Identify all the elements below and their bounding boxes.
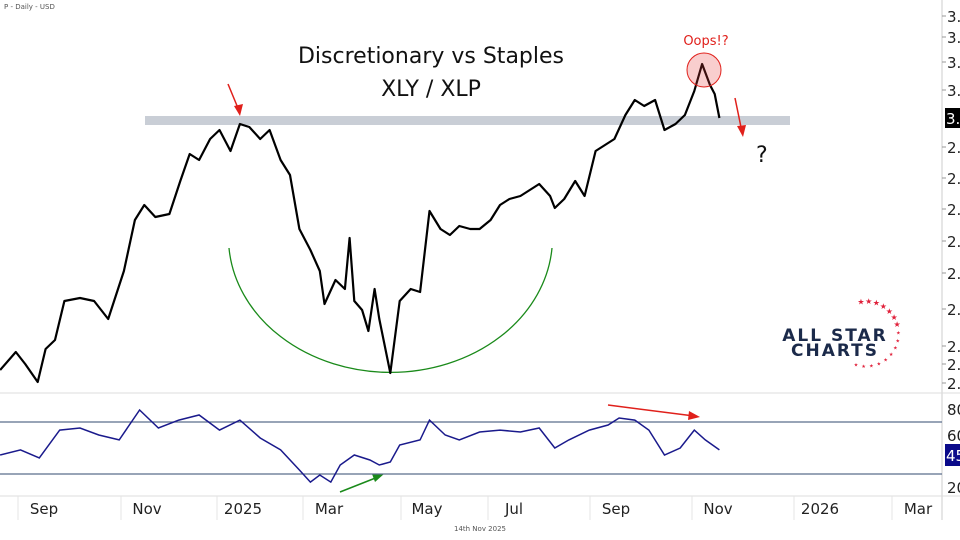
price-tick-label: 2. xyxy=(947,265,960,283)
price-tick-label: 2. xyxy=(947,301,960,319)
logo-star-icon: ★ xyxy=(857,297,864,306)
price-tick-label: 2. xyxy=(947,338,960,356)
arrow-rsi-green-icon xyxy=(339,474,384,493)
logo-star-icon: ★ xyxy=(883,357,888,363)
price-tick-label: 3. xyxy=(947,29,960,47)
price-tick-label: 2. xyxy=(947,356,960,374)
resistance-band xyxy=(145,116,790,125)
last-price-label: 3. xyxy=(946,110,960,128)
cursor-date-label: 14th Nov 2025 xyxy=(454,525,506,533)
logo-line1: ALL STAR xyxy=(782,326,888,346)
arrow-down-top-icon xyxy=(227,83,243,116)
question-mark: ? xyxy=(756,143,768,168)
rsi-tick-label: 60 xyxy=(947,427,960,445)
logo-star-icon: ★ xyxy=(873,299,880,308)
time-tick-label: Sep xyxy=(30,500,58,518)
logo-star-icon: ★ xyxy=(877,361,882,367)
chart-subtitle: XLY / XLP xyxy=(381,77,481,102)
price-line xyxy=(0,62,721,384)
price-tick-label: 3. xyxy=(947,82,960,100)
time-tick-label: Nov xyxy=(703,500,732,518)
price-tick-label: 3. xyxy=(947,54,960,72)
time-tick-label: May xyxy=(411,500,442,518)
time-tick-label: Jul xyxy=(504,500,523,518)
time-tick-label: 2026 xyxy=(801,500,839,518)
time-tick-label: Nov xyxy=(132,500,161,518)
rsi-tick-label: 20 xyxy=(947,479,960,497)
logo-star-icon: ★ xyxy=(896,331,901,337)
rsi-tick-label: 80 xyxy=(947,401,960,419)
highlight-circle xyxy=(686,52,722,88)
time-axis-separators xyxy=(17,496,893,520)
price-tick-label: 2. xyxy=(947,375,960,393)
arrow-divergence-icon xyxy=(607,404,700,420)
logo-star-icon: ★ xyxy=(893,346,898,352)
logo-line2: CHARTS xyxy=(791,341,879,361)
rounding-bottom-arc xyxy=(228,247,553,374)
chart-title: Discretionary vs Staples xyxy=(298,44,564,69)
time-tick-label: Sep xyxy=(602,500,630,518)
rsi-line xyxy=(0,408,720,484)
oops-label: Oops!? xyxy=(683,34,728,49)
last-price-marker xyxy=(945,108,960,128)
price-tick-label: 2. xyxy=(947,233,960,251)
last-rsi-marker xyxy=(945,444,960,466)
logo-star-icon: ★ xyxy=(869,364,874,370)
symbol-info: P - Daily - USD xyxy=(4,3,55,11)
arrow-down-breakdown-icon xyxy=(734,97,746,137)
time-tick-label: Mar xyxy=(315,500,344,518)
price-tick-label: 3. xyxy=(947,8,960,26)
logo-star-icon: ★ xyxy=(886,307,893,316)
logo-star-icon: ★ xyxy=(880,302,887,311)
logo-star-icon: ★ xyxy=(865,297,872,306)
price-tick-label: 2. xyxy=(947,139,960,157)
logo-star-icon: ★ xyxy=(894,320,901,329)
logo-star-icon: ★ xyxy=(861,364,866,370)
logo-star-icon: ★ xyxy=(890,313,897,322)
last-rsi-label: 45 xyxy=(946,447,960,465)
logo-star-icon: ★ xyxy=(889,352,894,358)
all-star-charts-logo: ★ ★ ★ ★★★★★★★★★★★★★ ALL STAR CHARTS xyxy=(782,297,901,370)
logo-star-icon: ★ xyxy=(854,362,859,368)
price-tick-label: 2. xyxy=(947,170,960,188)
logo-star-icon: ★ xyxy=(896,338,901,344)
time-tick-label: Mar xyxy=(904,500,933,518)
price-tick-label: 2. xyxy=(947,201,960,219)
time-tick-label: 2025 xyxy=(224,500,262,518)
